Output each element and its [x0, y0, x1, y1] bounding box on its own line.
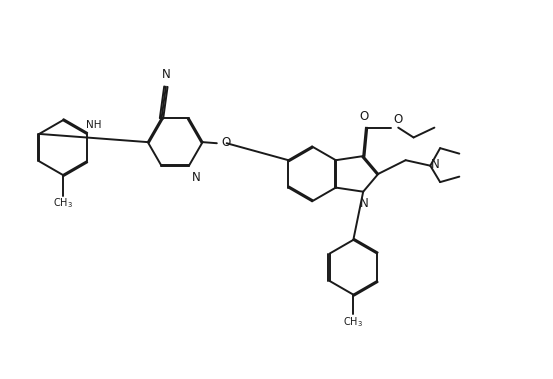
Text: O: O: [222, 136, 231, 149]
Text: N: N: [192, 171, 200, 184]
Text: NH: NH: [86, 121, 101, 130]
Text: O: O: [359, 110, 369, 123]
Text: CH$_3$: CH$_3$: [343, 315, 363, 329]
Text: CH$_3$: CH$_3$: [53, 197, 73, 210]
Text: N: N: [431, 158, 440, 171]
Text: O: O: [393, 113, 403, 126]
Text: N: N: [161, 68, 170, 81]
Text: N: N: [360, 197, 369, 210]
